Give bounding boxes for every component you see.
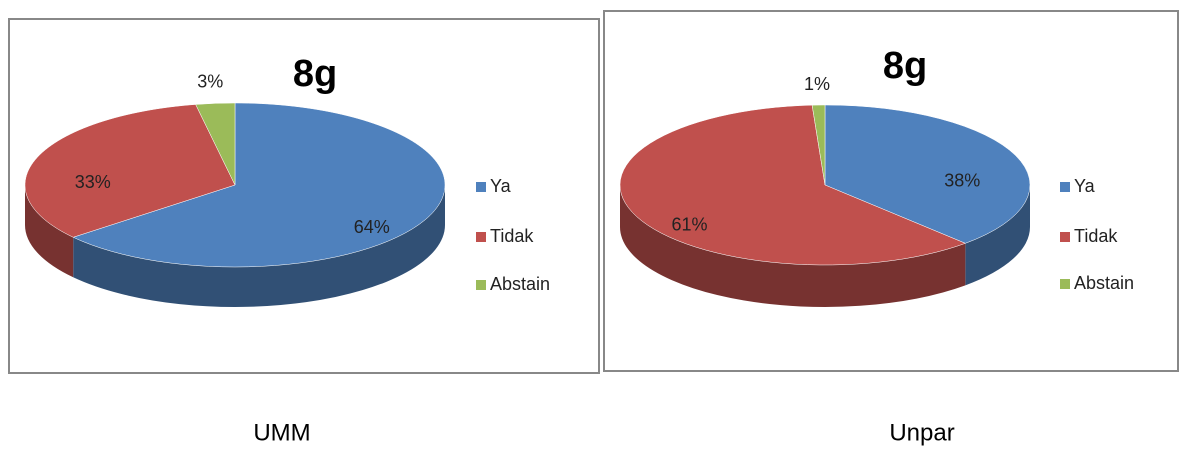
- data-label: 38%: [944, 171, 980, 191]
- data-label: 3%: [197, 72, 223, 92]
- caption: Unpar: [889, 419, 954, 446]
- legend-label: Ya: [490, 176, 512, 196]
- pie-side: [620, 185, 966, 307]
- data-label: 64%: [354, 217, 390, 237]
- pie-slice: [24, 104, 236, 238]
- caption: UMM: [253, 419, 310, 446]
- pie-slice: [195, 102, 236, 186]
- chart-title: 8g: [883, 45, 927, 87]
- legend-label: Tidak: [490, 226, 534, 246]
- pie-side: [965, 185, 1030, 286]
- legend-swatch: [1060, 279, 1070, 289]
- legend-label: Tidak: [1074, 226, 1118, 246]
- legend-label: Ya: [1074, 176, 1096, 196]
- chart-title: 8g: [293, 53, 337, 95]
- pie-slice: [811, 104, 826, 186]
- legend-swatch: [476, 280, 486, 290]
- legend-swatch: [1060, 182, 1070, 192]
- pie-slice: [619, 104, 967, 266]
- pie-slice: [824, 104, 1031, 244]
- legend-swatch: [476, 182, 486, 192]
- data-label: 33%: [75, 172, 111, 192]
- pie-side: [25, 185, 74, 278]
- legend-label: Abstain: [490, 274, 550, 294]
- data-label: 61%: [672, 215, 708, 235]
- legend-label: Abstain: [1074, 273, 1134, 293]
- legend-swatch: [1060, 232, 1070, 242]
- legend-swatch: [476, 232, 486, 242]
- data-label: 1%: [804, 74, 830, 94]
- pie-slice: [72, 102, 446, 268]
- pie-side: [73, 185, 445, 307]
